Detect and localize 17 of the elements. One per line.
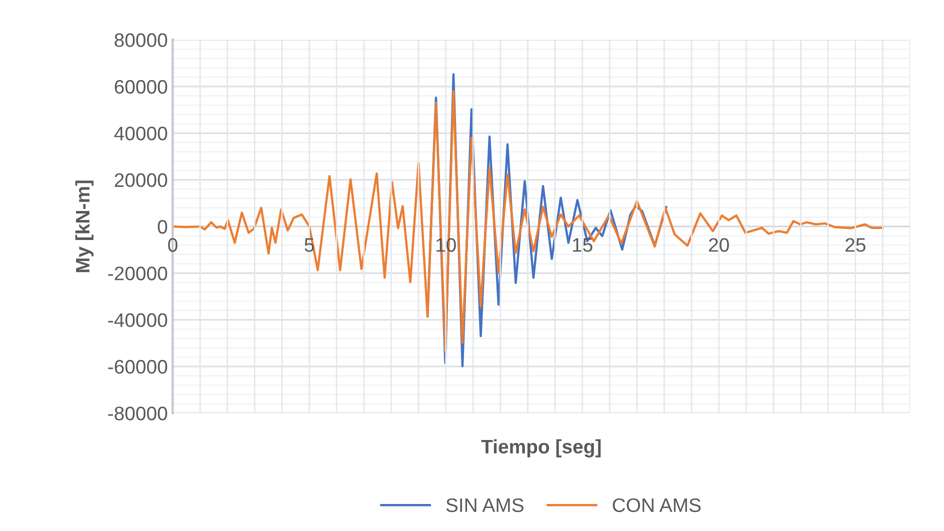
- x-tick-label: 15: [573, 238, 592, 252]
- y-tick-label: 60000: [114, 80, 168, 94]
- y-tick-label: -40000: [108, 313, 168, 328]
- y-axis-title: My [kN-m]: [75, 180, 94, 272]
- y-tick-label: 80000: [114, 33, 168, 48]
- legend-label: SIN AMS: [446, 498, 524, 512]
- y-tick-label: 20000: [114, 173, 168, 188]
- x-tick-label: 25: [846, 238, 866, 252]
- y-tick-label: -80000: [108, 406, 168, 420]
- x-tick-label: 0: [168, 238, 178, 252]
- legend-label: CON AMS: [612, 498, 701, 512]
- x-tick-label: 20: [709, 238, 729, 252]
- y-tick-label: -20000: [108, 266, 168, 280]
- y-tick-label: 0: [158, 220, 168, 234]
- y-tick-label: -60000: [108, 360, 168, 374]
- y-tick-label: 40000: [114, 126, 168, 140]
- x-axis-title: Tiempo [seg]: [481, 439, 601, 458]
